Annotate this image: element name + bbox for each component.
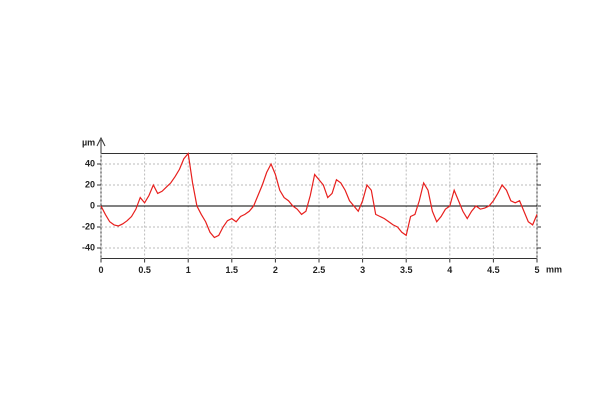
x-tick-label: 5 (534, 265, 539, 275)
x-tick-label: 2.5 (313, 265, 326, 275)
x-tick-label: 4 (447, 265, 452, 275)
x-tick-label: 3.5 (400, 265, 413, 275)
x-tick-label: 1.5 (226, 265, 239, 275)
y-tick-label: -40 (82, 242, 95, 252)
x-tick-label: 0 (98, 265, 103, 275)
profile-line (100, 152, 538, 239)
y-axis-label: µm (82, 137, 95, 147)
y-tick-label: -20 (82, 221, 95, 231)
x-tick-label: 4.5 (487, 265, 500, 275)
x-tick-label: 2 (273, 265, 278, 275)
x-axis-label: mm (546, 264, 562, 274)
y-tick-label: 0 (90, 200, 95, 210)
x-tick-label: 1 (186, 265, 191, 275)
y-axis-arrow (96, 136, 106, 147)
x-tick-label: 0.5 (138, 265, 151, 275)
x-tick-label: 3 (360, 265, 365, 275)
y-tick-label: 40 (85, 158, 95, 168)
y-tick-label: 20 (85, 179, 95, 189)
